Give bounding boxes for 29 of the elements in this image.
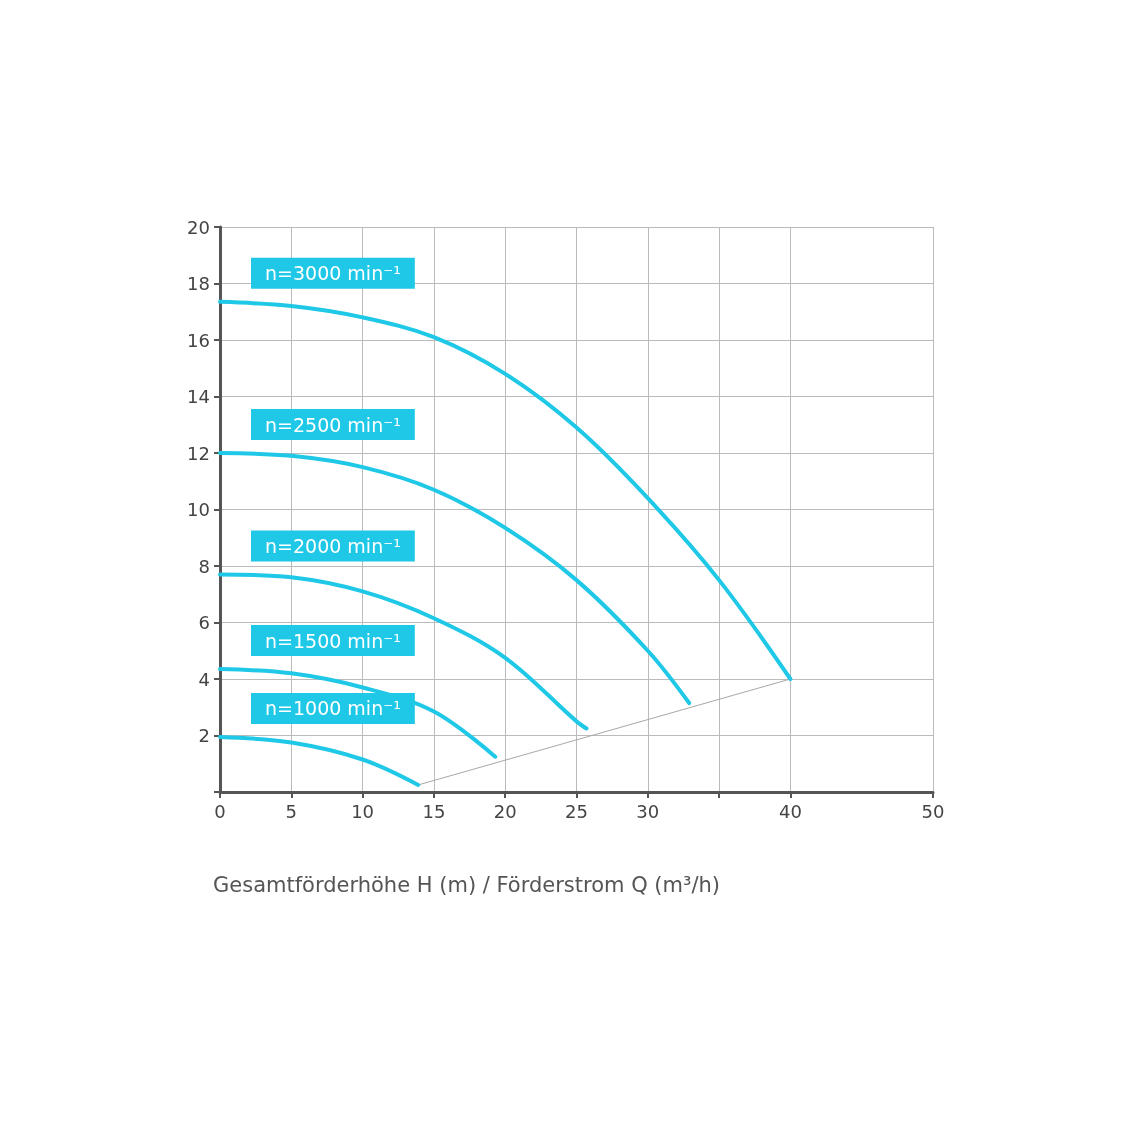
y-tick-label: 8 — [198, 555, 210, 577]
y-tick-label: 18 — [187, 273, 210, 294]
y-tick-label: 6 — [198, 612, 210, 633]
y-tick-label: 10 — [187, 499, 210, 520]
series-label: n=3000 min⁻¹ — [265, 262, 401, 285]
y-tick-label: 14 — [187, 386, 210, 407]
x-tick-label: 15 — [422, 800, 446, 822]
y-tick-label: 4 — [198, 668, 210, 690]
x-axis-title: Gesamtförderhöhe H (m) / Förderstrom Q (m³/h) — [213, 872, 721, 897]
x-tick-label: 20 — [493, 800, 517, 822]
series-label: n=1500 min⁻¹ — [265, 629, 401, 652]
series-label: n=2500 min⁻¹ — [265, 413, 401, 436]
x-tick-label: 30 — [636, 800, 660, 822]
x-tick-label: 40 — [778, 800, 802, 822]
x-tick-label: 50 — [921, 800, 945, 822]
series-label: n=2000 min⁻¹ — [265, 534, 401, 557]
x-tick-label: 5 — [285, 800, 298, 822]
line-series — [218, 299, 793, 681]
y-tick-label: 20 — [187, 216, 210, 238]
line-series — [218, 734, 421, 787]
y-tick-label: 12 — [187, 442, 210, 464]
x-tick-label: 10 — [351, 800, 375, 822]
x-tick-label: 0 — [214, 800, 226, 822]
series-label: n=1000 min⁻¹ — [265, 697, 401, 720]
line-series — [218, 667, 498, 759]
y-tick-label: 2 — [198, 725, 210, 746]
x-tick-label: 25 — [565, 800, 588, 822]
line-series — [218, 572, 589, 731]
y-tick-label: 16 — [187, 329, 210, 351]
